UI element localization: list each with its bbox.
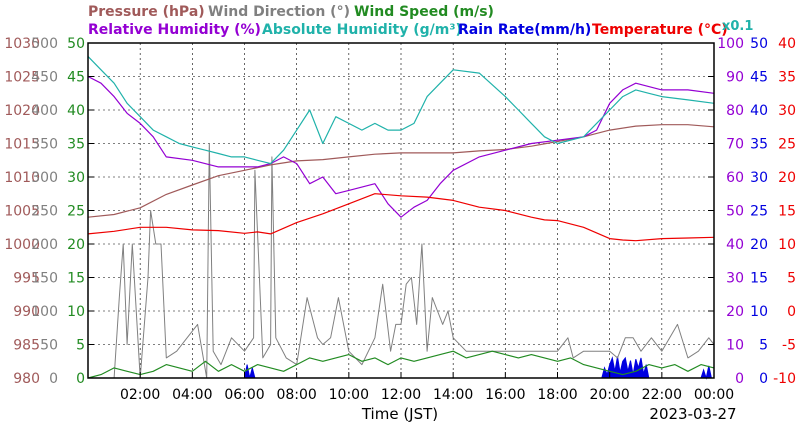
y-tick-label-rain-rate: 40: [750, 103, 768, 119]
y-tick-label-temperature: 25: [778, 137, 796, 153]
y-tick-label-wind-direction: 350: [31, 137, 58, 153]
y-tick-label-relative-humidity: 40: [726, 237, 744, 253]
legend-pressure: Pressure (hPa): [88, 4, 205, 20]
y-tick-label-relative-humidity: 60: [726, 170, 744, 186]
x-tick-label: 12:00: [381, 387, 421, 403]
y-tick-label-relative-humidity: 100: [717, 36, 744, 52]
y-tick-label-wind-speed: 10: [67, 304, 85, 320]
y-tick-label-relative-humidity: 30: [726, 271, 744, 287]
legend-absolute-humidity: Absolute Humidity (g/m³): [262, 22, 462, 38]
x-tick-label: 20:00: [589, 387, 629, 403]
y-tick-label-rain-rate: 20: [750, 237, 768, 253]
legend-wind-direction: Wind Direction (°): [208, 4, 350, 20]
y-tick-label-wind-speed: 5: [76, 338, 85, 354]
y-tick-label-wind-direction: 500: [31, 36, 58, 52]
series-pressure: [87, 124, 715, 218]
y-tick-label-pressure: 980: [13, 371, 40, 387]
y-tick-label-wind-direction: 450: [31, 70, 58, 86]
y-tick-label-wind-direction: 200: [31, 237, 58, 253]
chart-axes: 02:00 04:00 06:00 08:00 10:00 12:00 14:00 16:00…: [4, 36, 796, 403]
y-tick-label-wind-direction: 100: [31, 304, 58, 320]
y-tick-label-wind-direction: 250: [31, 204, 58, 220]
y-tick-label-temperature: 20: [778, 170, 796, 186]
legend-temperature: Temperature (°C): [592, 22, 728, 38]
y-tick-label-temperature: 5: [787, 271, 796, 287]
y-tick-label-relative-humidity: 20: [726, 304, 744, 320]
y-tick-label-relative-humidity: 0: [735, 371, 744, 387]
y-tick-label-rain-rate: 50: [750, 36, 768, 52]
y-tick-label-rain-rate: 30: [750, 170, 768, 186]
y-tick-label-wind-direction: 150: [31, 271, 58, 287]
chart-date: 2023-03-27: [649, 405, 736, 423]
legend-wind-speed: Wind Speed (m/s): [354, 4, 494, 20]
scale-note: x0.1: [722, 19, 753, 34]
y-tick-label-pressure: 1005: [4, 204, 40, 220]
y-tick-label-pressure: 985: [13, 338, 40, 354]
x-tick-label: 16:00: [485, 387, 525, 403]
series-temperature: [87, 193, 715, 242]
series-wind-direction: [88, 143, 715, 379]
y-tick-label-temperature: 40: [778, 36, 796, 52]
y-tick-label-wind-direction: 400: [31, 103, 58, 119]
y-tick-label-rain-rate: 35: [750, 137, 768, 153]
y-tick-label-wind-speed: 50: [67, 36, 85, 52]
legend-relative-humidity: Relative Humidity (%): [88, 22, 261, 38]
y-tick-label-temperature: 15: [778, 204, 796, 220]
y-tick-label-wind-speed: 20: [67, 237, 85, 253]
y-tick-label-wind-speed: 40: [67, 103, 85, 119]
y-tick-label-rain-rate: 45: [750, 70, 768, 86]
y-tick-label-wind-speed: 15: [67, 271, 85, 287]
y-tick-label-rain-rate: 25: [750, 204, 768, 220]
chart-series: [87, 55, 715, 380]
y-tick-label-wind-speed: 0: [76, 371, 85, 387]
y-tick-label-rain-rate: 5: [759, 338, 768, 354]
y-tick-label-temperature: -10: [773, 371, 796, 387]
y-tick-label-wind-direction: 300: [31, 170, 58, 186]
x-tick-label: 18:00: [537, 387, 577, 403]
y-tick-label-rain-rate: 15: [750, 271, 768, 287]
y-tick-label-relative-humidity: 80: [726, 103, 744, 119]
y-tick-label-temperature: 10: [778, 237, 796, 253]
y-tick-label-pressure: 1015: [4, 137, 40, 153]
y-tick-label-wind-direction: 50: [40, 338, 58, 354]
y-tick-label-wind-speed: 30: [67, 170, 85, 186]
y-tick-label-pressure: 1030: [4, 36, 40, 52]
series-absolute-humidity: [87, 55, 715, 165]
y-tick-label-relative-humidity: 10: [726, 338, 744, 354]
x-tick-label: 08:00: [276, 387, 316, 403]
x-tick-label: 22:00: [642, 387, 682, 403]
y-tick-label-rain-rate: 0: [759, 371, 768, 387]
y-tick-label-wind-speed: 25: [67, 204, 85, 220]
x-tick-label: 04:00: [172, 387, 212, 403]
series-wind-speed: [87, 350, 715, 379]
y-tick-label-pressure: 995: [13, 271, 40, 287]
y-tick-label-temperature: 0: [787, 304, 796, 320]
y-tick-label-temperature: -5: [782, 338, 796, 354]
y-tick-label-temperature: 30: [778, 103, 796, 119]
x-tick-label: 02:00: [120, 387, 160, 403]
y-tick-label-wind-direction: 0: [49, 371, 58, 387]
y-tick-label-relative-humidity: 90: [726, 70, 744, 86]
chart-legend: Pressure (hPa) Wind Direction (°) Wind Spe…: [88, 4, 753, 38]
y-tick-label-pressure: 1010: [4, 170, 40, 186]
y-tick-label-temperature: 35: [778, 70, 796, 86]
y-tick-label-wind-speed: 45: [67, 70, 85, 86]
y-tick-label-relative-humidity: 50: [726, 204, 744, 220]
x-tick-label: 06:00: [224, 387, 264, 403]
x-tick-label: 00:00: [694, 387, 734, 403]
x-tick-label: 14:00: [433, 387, 473, 403]
y-tick-label-pressure: 1020: [4, 103, 40, 119]
y-tick-label-pressure: 1025: [4, 70, 40, 86]
legend-rain-rate: Rain Rate(mm/h): [458, 22, 591, 38]
series-relative-humidity: [87, 75, 715, 218]
y-tick-label-pressure: 990: [13, 304, 40, 320]
y-tick-label-pressure: 1000: [4, 237, 40, 253]
x-axis-label: Time (JST): [361, 405, 438, 423]
y-tick-label-relative-humidity: 70: [726, 137, 744, 153]
y-tick-label-rain-rate: 10: [750, 304, 768, 320]
x-tick-label: 10:00: [329, 387, 369, 403]
y-tick-label-wind-speed: 35: [67, 137, 85, 153]
